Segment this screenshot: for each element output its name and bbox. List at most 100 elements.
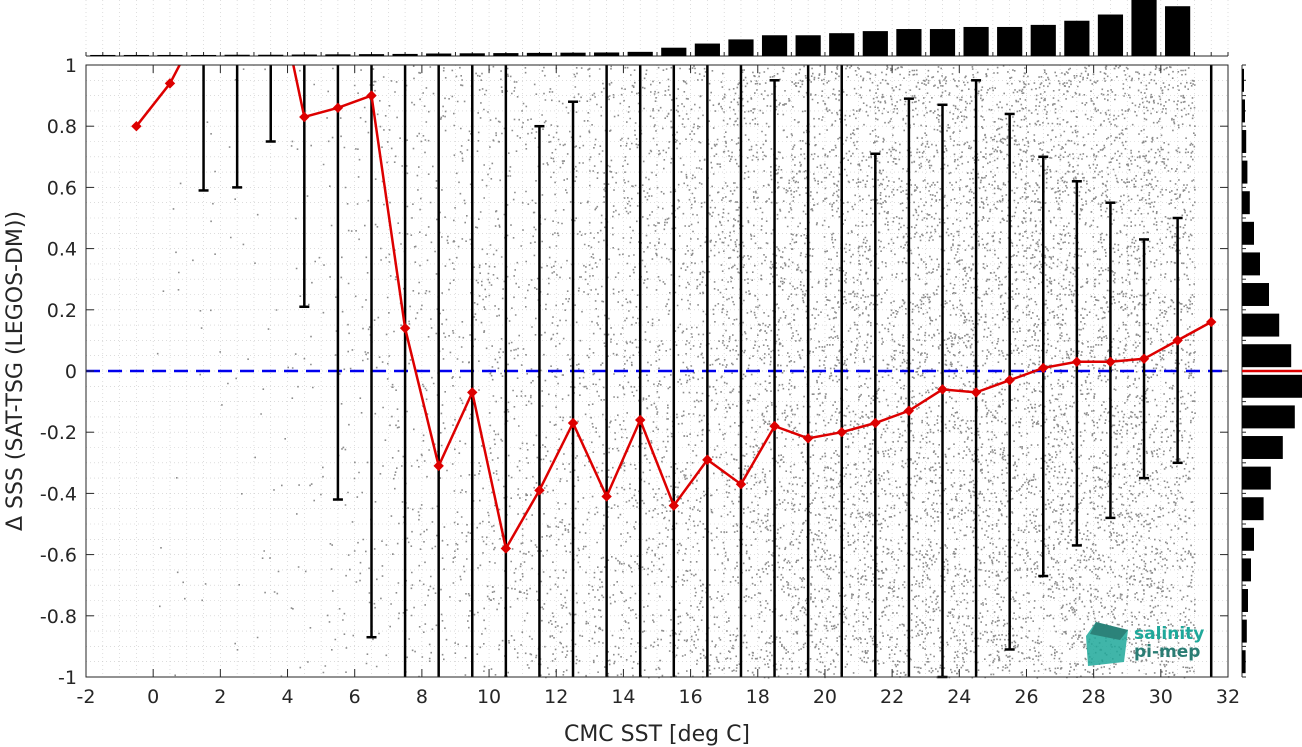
top-hist-bar (90, 54, 116, 56)
right-hist-bar (1242, 374, 1302, 398)
mean-marker (836, 426, 847, 438)
right-hist-bar (1242, 527, 1254, 551)
x-tick-label: 14 (611, 686, 635, 708)
right-hist-bar (1242, 405, 1295, 429)
top-hist-bar (426, 53, 452, 56)
right-hist-bar (1242, 466, 1271, 490)
mean-marker (870, 417, 881, 429)
right-hist-bar (1242, 497, 1264, 521)
mean-marker (164, 78, 176, 89)
top-hist-bar (728, 39, 754, 56)
y-tick-label: -1 (58, 667, 77, 689)
scatter-bin (690, 65, 726, 678)
top-hist-bar (795, 35, 821, 56)
mean-marker (1205, 316, 1217, 328)
x-axis-label: CMC SST [deg C] (564, 722, 750, 747)
mean-marker (1138, 353, 1150, 364)
y-tick-label: 0.6 (47, 177, 77, 199)
mean-marker (131, 120, 142, 132)
mean-marker (735, 479, 747, 490)
right-hist-bar (1242, 191, 1250, 215)
mean-marker (937, 384, 948, 395)
mean-marker (399, 322, 411, 334)
scatter-bin (1160, 66, 1196, 679)
mean-marker (903, 405, 915, 416)
top-hist-bar (661, 47, 687, 56)
mean-marker (1004, 374, 1015, 386)
x-tick-label: 22 (880, 686, 904, 708)
top-hist-bar (526, 52, 553, 56)
top-hist-bar (862, 31, 888, 56)
top-hist-bar (459, 53, 485, 56)
y-axis-label: Δ SSS (SAT-TSG (LEGOS-DM)) (3, 211, 28, 531)
right-hist-bar (1242, 650, 1246, 674)
top-hist-bar (493, 53, 519, 56)
top-histogram (85, 0, 1229, 57)
x-tick-label: 32 (1216, 686, 1240, 708)
top-hist-bar (258, 54, 284, 56)
top-hist-bar (392, 53, 418, 56)
mean-marker (702, 454, 713, 465)
right-histogram (1241, 64, 1302, 678)
x-tick-label: 4 (281, 686, 293, 708)
top-hist-bar (594, 52, 620, 56)
mean-marker (769, 420, 780, 432)
scatter-bin (959, 66, 995, 679)
top-hist-bar (123, 54, 149, 56)
right-hist-bar (1242, 344, 1292, 368)
logo-text-line2: pi-mep (1134, 642, 1200, 662)
y-tick-label: -0.4 (40, 483, 77, 505)
top-hist-bar (627, 51, 653, 56)
mean-marker (668, 500, 680, 511)
top-hist-bar (997, 26, 1023, 56)
x-tick-label: 12 (544, 686, 568, 708)
x-tick-label: 16 (678, 686, 702, 708)
scatter-bin (925, 66, 961, 679)
mean-marker (534, 485, 545, 496)
mean-marker (567, 417, 579, 429)
y-tick-label: 0.2 (47, 300, 77, 322)
mean-marker (1172, 335, 1183, 346)
mean-marker (1038, 362, 1049, 374)
right-hist-bar (1242, 589, 1248, 612)
top-hist-bar (291, 54, 317, 56)
x-tick-label: 30 (1149, 686, 1173, 708)
top-hist-bar (560, 52, 586, 56)
right-hist-bar (1242, 436, 1283, 459)
scatter-bin (1026, 69, 1062, 679)
y-tick-label: 0 (65, 361, 77, 383)
top-hist-bar (190, 54, 217, 56)
y-tick-label: 0.4 (47, 239, 77, 261)
scatter-bin (422, 66, 457, 662)
scatter-bin (657, 66, 693, 679)
logo-text-line1: salinity (1134, 624, 1204, 644)
mean-marker (634, 414, 646, 426)
x-tick-label: 18 (746, 686, 770, 708)
mean-marker (433, 460, 444, 472)
x-tick-label: 24 (947, 686, 971, 708)
y-tick-label: -0.2 (40, 422, 77, 444)
scatter-bin (522, 66, 558, 679)
right-hist-bar (1242, 313, 1280, 337)
right-hist-bar (1242, 99, 1245, 123)
top-hist-bar (896, 29, 922, 56)
right-hist-bar (1242, 130, 1247, 153)
mean-line (131, 65, 1217, 554)
scatter-bin (757, 66, 793, 679)
right-hist-bar (1242, 68, 1244, 92)
mean-marker (601, 491, 612, 502)
top-hist-bar (694, 43, 720, 56)
right-hist-bar (1242, 252, 1260, 276)
right-hist-bar (1242, 283, 1269, 306)
main-plot-area: -2 0 2 4 6 8 10 12 14 16 18 20 22 24 26 28 30 32-1-0.8-0.… (40, 55, 1240, 708)
x-tick-label: 6 (349, 686, 361, 708)
top-hist-bar (358, 54, 385, 56)
mean-marker (299, 111, 310, 123)
top-hist-bar (1064, 20, 1090, 57)
x-tick-label: 26 (1014, 686, 1038, 708)
mean-marker (1105, 356, 1116, 368)
x-tick-label: 20 (813, 686, 837, 708)
scatter-bin (489, 65, 524, 678)
